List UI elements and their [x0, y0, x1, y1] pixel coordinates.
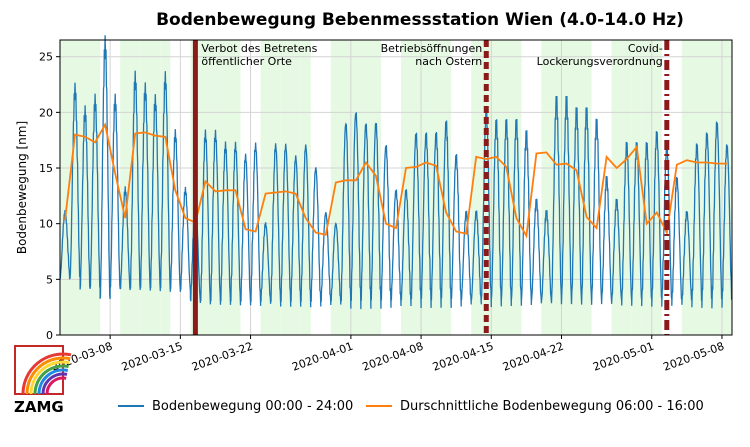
weekday-shade — [300, 40, 311, 335]
y-tick-label: 15 — [39, 162, 53, 175]
weekday-shade — [160, 40, 171, 335]
weekday-shade — [150, 40, 161, 335]
event-label-1: Verbot des Betretens öffentlicher Orte — [201, 42, 317, 68]
logo-rainbow-arc — [45, 376, 67, 395]
weekday-shade — [200, 40, 211, 335]
weekday-shade — [260, 40, 271, 335]
weekday-shade — [541, 40, 552, 335]
weekday-shade — [721, 40, 732, 335]
logo-rainbow-arc — [41, 372, 68, 395]
x-tick-label: 2020-04-08 — [361, 340, 426, 374]
legend-swatch-blue — [118, 405, 144, 407]
legend-label-average-motion: Durschnittliche Bodenbewegung 06:00 - 16… — [400, 398, 704, 414]
legend-swatch-orange — [366, 405, 392, 407]
weekday-shade — [70, 40, 81, 335]
weekday-shade — [431, 40, 442, 335]
weekday-shade — [651, 40, 662, 335]
weekday-shade — [90, 40, 101, 335]
x-tick-label: 2020-04-22 — [501, 340, 566, 374]
weekday-shade — [60, 40, 71, 335]
weekday-shade — [270, 40, 281, 335]
weekday-shade — [561, 40, 572, 335]
weekday-shade — [290, 40, 301, 335]
weekday-shade — [441, 40, 452, 335]
weekday-shade — [340, 40, 351, 335]
x-tick-label: 2020-03-15 — [120, 340, 185, 374]
y-tick-label: 10 — [39, 218, 53, 231]
x-tick-label: 2020-03-22 — [190, 340, 255, 374]
weekday-shade — [471, 40, 482, 335]
y-tick-label: 25 — [39, 51, 53, 64]
weekday-shade — [551, 40, 562, 335]
weekday-shade — [611, 40, 622, 335]
logo-rainbow-arc — [25, 356, 71, 395]
x-tick-label: 2020-04-15 — [431, 340, 496, 374]
zamg-logo-text: ZAMG — [14, 398, 64, 416]
x-tick-label: 2020-04-01 — [290, 340, 355, 374]
weekday-shade — [130, 40, 141, 335]
chart-title: Bodenbewegung Bebenmessstation Wien (4.0… — [156, 10, 684, 30]
event-label-3: Covid-Lockerungsverordnung — [537, 42, 663, 68]
weekday-shade — [210, 40, 221, 335]
weekday-shade — [280, 40, 291, 335]
weekday-shade — [701, 40, 712, 335]
weekday-shade — [641, 40, 652, 335]
weekday-shade — [140, 40, 151, 335]
weekday-shade — [401, 40, 412, 335]
weekday-shade — [360, 40, 371, 335]
weekday-shade — [80, 40, 91, 335]
weekday-shade — [511, 40, 522, 335]
weekday-shade — [631, 40, 642, 335]
logo-rainbow-arc — [21, 352, 72, 395]
weekday-shade — [491, 40, 502, 335]
y-axis-label: Bodenbewegung [nm] — [15, 121, 29, 254]
weekday-shade — [370, 40, 381, 335]
weekday-shade — [571, 40, 582, 335]
weekday-shade — [220, 40, 231, 335]
legend-entry-ground-motion: Bodenbewegung 00:00 - 24:00 — [118, 396, 353, 416]
y-tick-label: 5 — [46, 273, 53, 286]
logo-rainbow-arc — [37, 368, 69, 395]
weekday-shade — [681, 40, 692, 335]
weekday-shade — [230, 40, 241, 335]
event-label-2: Betriebsöffnungen nach Ostern — [381, 42, 483, 68]
weekday-shade — [691, 40, 702, 335]
legend-entry-average-motion: Durschnittliche Bodenbewegung 06:00 - 16… — [366, 396, 704, 416]
weekday-shade — [350, 40, 361, 335]
weekday-shade — [330, 40, 341, 335]
weekday-shade — [581, 40, 592, 335]
weekday-shade — [621, 40, 632, 335]
series-ground-motion-line — [59, 35, 733, 310]
axes-frame — [59, 39, 733, 336]
y-tick-label: 0 — [46, 329, 53, 342]
logo-rainbow-arc — [33, 364, 69, 395]
legend-label-ground-motion: Bodenbewegung 00:00 - 24:00 — [152, 398, 354, 414]
weekday-shade — [411, 40, 422, 335]
weekday-shade — [711, 40, 722, 335]
x-tick-label: 2020-05-01 — [591, 340, 656, 374]
weekday-shade — [501, 40, 512, 335]
x-tick-label: 2020-05-08 — [661, 340, 726, 374]
y-tick-label: 20 — [39, 106, 53, 119]
logo-rainbow-arc — [29, 360, 70, 395]
weekday-shade — [421, 40, 432, 335]
